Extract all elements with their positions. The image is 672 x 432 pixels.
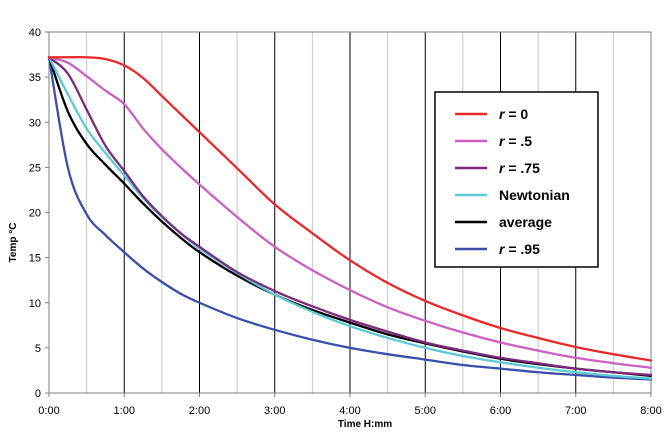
y-tick-label: 0 — [35, 388, 41, 400]
series-line-r-0 — [47, 55, 653, 362]
legend-label-value: = .75 — [504, 160, 540, 176]
legend-label-value: Newtonian — [499, 187, 570, 203]
x-axis-title: Time H:mm — [338, 419, 392, 430]
x-tick-label: 7:00 — [565, 405, 586, 417]
x-axis-ticks: 0:00 1:00 2:00 3:00 4:00 5:00 6:00 7:00 8:00 — [38, 393, 662, 417]
series-line-r-75 — [47, 56, 653, 377]
x-tick-label: 3:00 — [264, 405, 285, 417]
y-tick-label: 15 — [29, 253, 41, 265]
legend-label-variable: r — [499, 106, 506, 122]
x-tick-label: 8:00 — [640, 405, 661, 417]
legend-label-variable: r — [499, 160, 506, 176]
x-tick-label: 4:00 — [339, 405, 360, 417]
legend-label: r = .5 — [499, 133, 532, 149]
y-tick-label: 40 — [29, 27, 41, 39]
x-tick-label: 0:00 — [38, 405, 59, 417]
x-tick-label: 1:00 — [114, 405, 135, 417]
legend-label: Newtonian — [499, 187, 570, 203]
series-lines — [47, 55, 653, 381]
y-axis-title: Temp °C — [8, 223, 19, 263]
y-tick-label: 5 — [35, 343, 41, 355]
series-line-r-95 — [47, 56, 653, 381]
x-tick-label: 6:00 — [490, 405, 511, 417]
legend-box — [434, 91, 599, 268]
series-line-newtonian — [47, 56, 653, 380]
legend-label-value: average — [499, 214, 552, 230]
y-tick-label: 10 — [29, 298, 41, 310]
y-tick-label: 35 — [29, 72, 41, 84]
y-tick-label: 20 — [29, 208, 41, 220]
legend-label: r = .95 — [499, 241, 540, 257]
legend-label-value: = 0 — [504, 106, 528, 122]
legend-label: r = .75 — [499, 160, 540, 176]
y-tick-label: 25 — [29, 162, 41, 174]
y-tick-label: 30 — [29, 117, 41, 129]
legend-label-variable: r — [499, 241, 506, 257]
y-axis-ticks: 0 5 10 15 20 25 30 35 40 — [29, 27, 49, 400]
legend-label-value: = .95 — [504, 241, 540, 257]
legend-label: average — [499, 214, 552, 230]
series-line-r-5 — [47, 56, 653, 369]
legend-label-variable: r — [499, 133, 506, 149]
x-tick-label: 5:00 — [415, 405, 436, 417]
legend-label-value: = .5 — [504, 133, 532, 149]
legend-label: r = 0 — [499, 106, 528, 122]
x-tick-label: 2:00 — [189, 405, 210, 417]
